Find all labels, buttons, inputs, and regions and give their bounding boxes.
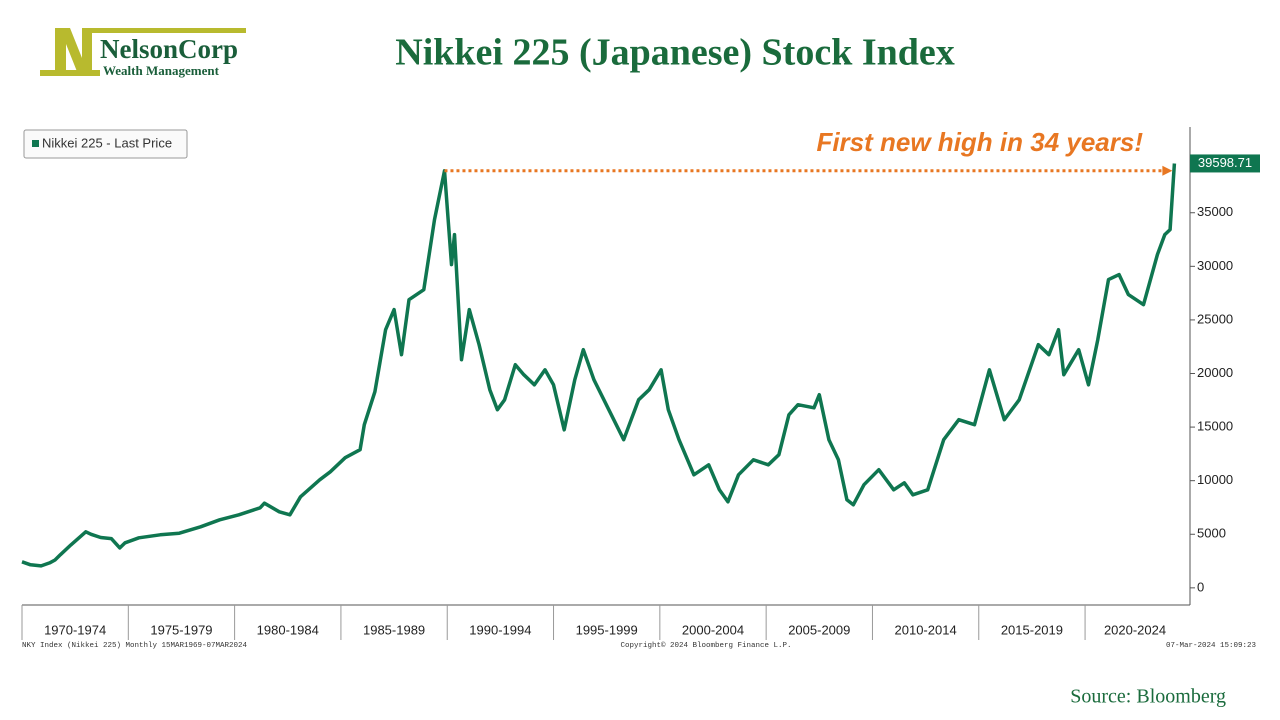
legend-swatch: [32, 140, 39, 147]
last-price-box: [1190, 154, 1260, 173]
logo-tagline: Wealth Management: [103, 63, 220, 78]
y-tick-label: 10000: [1197, 472, 1233, 487]
y-tick-label: 5000: [1197, 526, 1226, 541]
logo: NelsonCorp Wealth Management: [40, 28, 246, 78]
logo-bar: [40, 70, 100, 76]
logo-bar: [92, 28, 246, 33]
last-price-label: 39598.71: [1198, 155, 1252, 170]
x-tick-label: 2015-2019: [1001, 622, 1063, 637]
x-tick-label: 2005-2009: [788, 622, 850, 637]
annotation-arrowhead: [1162, 165, 1173, 176]
chart-title: Nikkei 225 (Japanese) Stock Index: [395, 32, 955, 74]
logo-mark: [55, 28, 92, 74]
x-tick-label: 2010-2014: [895, 622, 957, 637]
x-tick-label: 1980-1984: [257, 622, 319, 637]
y-tick-label: 35000: [1197, 204, 1233, 219]
annotation: First new high in 34 years!: [816, 127, 1143, 157]
x-tick-label: 2000-2004: [682, 622, 744, 637]
legend-label: Nikkei 225 - Last Price: [42, 135, 172, 150]
legend-box: [23, 129, 188, 159]
x-tick-label: 2020-2024: [1104, 622, 1166, 637]
y-tick-label: 30000: [1197, 258, 1233, 273]
x-tick-label: 1970-1974: [44, 622, 106, 637]
price-line: [21, 163, 1177, 568]
x-tick-label: 1985-1989: [363, 622, 425, 637]
y-tick-label: 15000: [1197, 419, 1233, 434]
source: Source: Bloomberg: [1070, 686, 1226, 708]
y-tick-label: 0: [1197, 579, 1204, 594]
footer-left: NKY Index (Nikkei 225) Monthly 15MAR1969…: [22, 642, 248, 650]
footer-center: Copyright© 2024 Bloomberg Finance L.P.: [620, 641, 791, 650]
footer-right: 07-Mar-2024 15:09:23: [1166, 642, 1257, 650]
y-tick-label: 25000: [1197, 311, 1233, 326]
x-tick-label: 1975-1979: [150, 622, 212, 637]
x-tick-label: 1995-1999: [576, 622, 638, 637]
logo-name: NelsonCorp: [100, 34, 238, 64]
y-tick-label: 20000: [1197, 365, 1233, 380]
x-tick-label: 1990-1994: [469, 622, 531, 637]
